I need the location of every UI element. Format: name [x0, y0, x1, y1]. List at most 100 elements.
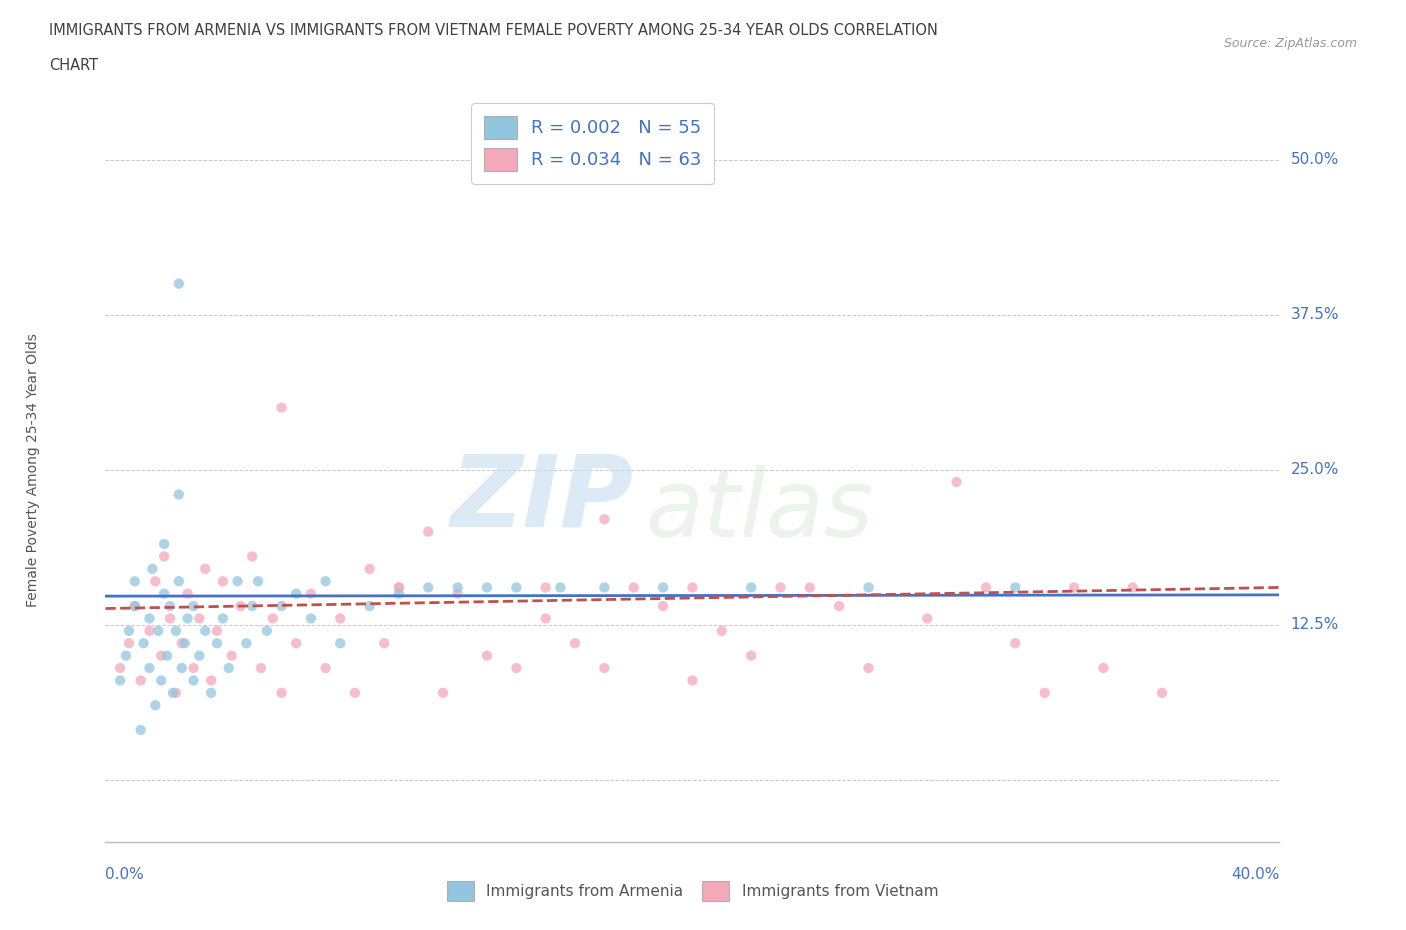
Legend: Immigrants from Armenia, Immigrants from Vietnam: Immigrants from Armenia, Immigrants from…: [439, 873, 946, 909]
Text: 50.0%: 50.0%: [1291, 153, 1339, 167]
Point: [200, 673, 222, 688]
Point: [418, 525, 440, 539]
Point: [188, 611, 211, 626]
Point: [799, 580, 821, 595]
Text: 0.0%: 0.0%: [105, 867, 145, 882]
Point: [315, 660, 337, 675]
Point: [388, 580, 411, 595]
Point: [118, 636, 141, 651]
Point: [270, 685, 292, 700]
Point: [141, 562, 163, 577]
Point: [153, 537, 176, 551]
Point: [1004, 580, 1026, 595]
Point: [373, 636, 395, 651]
Point: [143, 574, 166, 589]
Text: ZIP: ZIP: [451, 451, 634, 548]
Point: [917, 611, 939, 626]
Point: [211, 574, 233, 589]
Text: 25.0%: 25.0%: [1291, 462, 1339, 477]
Point: [974, 580, 997, 595]
Point: [150, 648, 173, 663]
Text: atlas: atlas: [645, 465, 873, 556]
Point: [247, 574, 270, 589]
Point: [183, 599, 205, 614]
Point: [200, 685, 222, 700]
Point: [115, 648, 138, 663]
Point: [118, 623, 141, 638]
Point: [710, 623, 733, 638]
Point: [1004, 636, 1026, 651]
Point: [165, 623, 187, 638]
Point: [1033, 685, 1056, 700]
Point: [1063, 580, 1085, 595]
Point: [159, 611, 181, 626]
Point: [475, 648, 498, 663]
Point: [138, 660, 160, 675]
Point: [143, 698, 166, 712]
Point: [652, 599, 675, 614]
Point: [124, 599, 146, 614]
Point: [828, 599, 851, 614]
Point: [176, 611, 198, 626]
Point: [1092, 660, 1115, 675]
Point: [183, 660, 205, 675]
Point: [388, 580, 411, 595]
Point: [167, 276, 190, 291]
Point: [285, 586, 308, 601]
Point: [682, 673, 704, 688]
Point: [299, 611, 322, 626]
Point: [250, 660, 273, 675]
Point: [564, 636, 586, 651]
Point: [505, 660, 527, 675]
Point: [183, 673, 205, 688]
Point: [194, 623, 217, 638]
Text: 40.0%: 40.0%: [1232, 867, 1279, 882]
Point: [129, 723, 152, 737]
Point: [167, 574, 190, 589]
Point: [740, 580, 762, 595]
Point: [148, 623, 170, 638]
Text: CHART: CHART: [49, 58, 98, 73]
Point: [173, 636, 195, 651]
Point: [256, 623, 278, 638]
Point: [240, 599, 263, 614]
Point: [623, 580, 645, 595]
Point: [1122, 580, 1144, 595]
Point: [315, 574, 337, 589]
Point: [159, 599, 181, 614]
Point: [170, 660, 193, 675]
Point: [167, 487, 190, 502]
Point: [262, 611, 284, 626]
Point: [593, 660, 616, 675]
Point: [682, 580, 704, 595]
Point: [1150, 685, 1173, 700]
Point: [769, 580, 792, 595]
Text: IMMIGRANTS FROM ARMENIA VS IMMIGRANTS FROM VIETNAM FEMALE POVERTY AMONG 25-34 YE: IMMIGRANTS FROM ARMENIA VS IMMIGRANTS FR…: [49, 23, 938, 38]
Point: [359, 599, 381, 614]
Point: [162, 685, 184, 700]
Point: [505, 580, 527, 595]
Point: [270, 599, 292, 614]
Point: [285, 636, 308, 651]
Point: [534, 611, 557, 626]
Point: [299, 586, 322, 601]
Point: [124, 599, 146, 614]
Point: [176, 586, 198, 601]
Point: [108, 660, 131, 675]
Point: [150, 673, 173, 688]
Point: [221, 648, 243, 663]
Point: [170, 636, 193, 651]
Point: [534, 580, 557, 595]
Text: Source: ZipAtlas.com: Source: ZipAtlas.com: [1223, 37, 1357, 50]
Point: [124, 574, 146, 589]
Point: [945, 474, 967, 489]
Point: [858, 580, 880, 595]
Point: [446, 580, 468, 595]
Point: [235, 636, 257, 651]
Point: [132, 636, 155, 651]
Point: [138, 611, 160, 626]
Point: [329, 611, 352, 626]
Point: [593, 580, 616, 595]
Point: [343, 685, 366, 700]
Point: [359, 562, 381, 577]
